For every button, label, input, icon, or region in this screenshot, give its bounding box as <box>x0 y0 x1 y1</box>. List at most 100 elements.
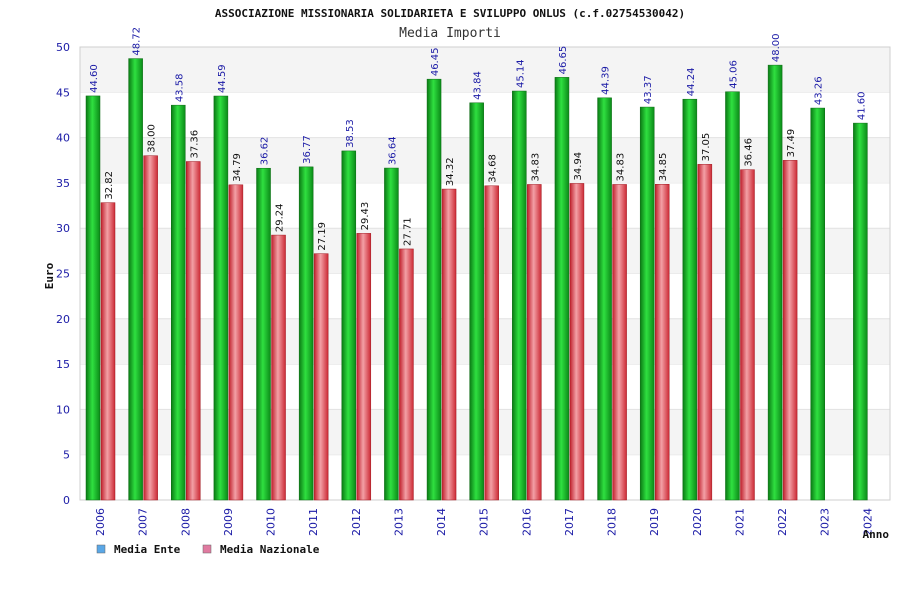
bar-media-nazionale <box>186 161 201 501</box>
bar-media-ente <box>171 104 186 501</box>
data-label-nazionale: 32.82 <box>104 171 115 200</box>
bar-media-ente <box>213 95 229 501</box>
data-label-nazionale: 34.68 <box>488 154 499 183</box>
x-tick-label: 2018 <box>606 508 619 536</box>
data-label-nazionale: 37.36 <box>189 130 200 159</box>
data-label-nazionale: 34.94 <box>573 152 584 181</box>
data-label-nazionale: 34.79 <box>232 153 243 182</box>
data-label-nazionale: 37.05 <box>701 133 712 162</box>
x-tick-label: 2015 <box>478 508 491 536</box>
bar-media-nazionale <box>697 164 713 501</box>
x-tick-label: 2006 <box>94 508 107 536</box>
y-tick-label: 0 <box>63 494 70 507</box>
bar-media-nazionale <box>441 188 457 501</box>
x-tick-label: 2007 <box>137 508 150 536</box>
y-tick-label: 20 <box>56 313 70 326</box>
bar-media-nazionale <box>399 248 414 501</box>
data-label-ente: 36.64 <box>387 136 398 165</box>
x-tick-label: 2014 <box>435 508 448 536</box>
data-label-nazionale: 37.49 <box>786 129 797 158</box>
legend-swatch-naz <box>202 544 212 554</box>
bar-media-nazionale <box>228 184 244 501</box>
data-label-ente: 43.84 <box>473 71 484 100</box>
y-tick-label: 35 <box>56 177 70 190</box>
data-label-nazionale: 34.85 <box>658 153 669 182</box>
x-tick-label: 2016 <box>520 508 533 536</box>
y-tick-label: 15 <box>56 358 70 371</box>
y-tick-label: 30 <box>56 222 70 235</box>
y-axis-label: Euro <box>43 262 56 289</box>
bar-media-nazionale <box>356 233 372 501</box>
bar-media-nazionale <box>740 169 755 501</box>
bar-media-ente <box>256 167 271 501</box>
data-label-nazionale: 38.00 <box>147 124 158 153</box>
data-label-ente: 36.77 <box>302 135 313 164</box>
data-label-ente: 45.06 <box>728 60 739 89</box>
x-tick-label: 2012 <box>350 508 363 536</box>
bar-media-ente <box>810 107 825 501</box>
x-tick-label: 2017 <box>563 508 576 536</box>
bar-media-ente <box>682 98 698 501</box>
bar-media-ente <box>597 97 612 501</box>
x-tick-label: 2024 <box>861 508 874 536</box>
bar-media-ente <box>298 166 314 501</box>
data-label-ente: 43.37 <box>643 75 654 104</box>
bar-media-nazionale <box>143 155 158 501</box>
legend: Media Ente Media Nazionale <box>96 543 320 556</box>
chart-subtitle: Media Importi <box>399 26 501 41</box>
bar-media-nazionale <box>654 184 670 501</box>
data-labels: 44.60 32.82 48.72 38.00 43.58 37.36 44.59 34.79… <box>89 27 867 251</box>
x-tick-label: 2009 <box>222 508 235 536</box>
bar-media-ente <box>767 64 783 501</box>
data-label-ente: 46.65 <box>558 46 569 75</box>
bar-media-ente <box>426 78 442 501</box>
data-label-ente: 38.53 <box>345 119 356 148</box>
y-tick-label: 5 <box>63 449 70 462</box>
bar-media-ente <box>639 106 655 501</box>
data-label-ente: 44.39 <box>601 66 612 95</box>
legend-label-naz: Media Nazionale <box>220 543 320 556</box>
bar-media-nazionale <box>612 184 627 501</box>
x-tick-label: 2010 <box>265 508 278 536</box>
bar-media-nazionale <box>782 160 798 501</box>
data-label-nazionale: 34.83 <box>530 153 541 182</box>
x-tick-label: 2021 <box>733 508 746 536</box>
bar-media-ente <box>512 90 527 501</box>
y-tick-label: 40 <box>56 132 70 145</box>
bar-media-ente <box>128 58 143 501</box>
x-tick-label: 2023 <box>819 508 832 536</box>
data-label-nazionale: 34.83 <box>616 153 627 182</box>
legend-swatch-ente <box>96 544 106 554</box>
x-tick-label: 2019 <box>648 508 661 536</box>
x-tick-label: 2011 <box>307 508 320 536</box>
x-tick-label: 2013 <box>392 508 405 536</box>
bar-media-ente <box>85 95 101 501</box>
data-label-nazionale: 29.43 <box>360 202 371 231</box>
data-label-ente: 43.58 <box>174 74 185 103</box>
bar-media-nazionale <box>527 184 542 501</box>
bar-media-ente <box>469 102 484 501</box>
data-label-nazionale: 27.71 <box>402 217 413 246</box>
data-label-nazionale: 36.46 <box>743 138 754 167</box>
data-label-ente: 46.45 <box>430 48 441 77</box>
data-label-ente: 44.59 <box>217 64 228 93</box>
x-tick-label: 2008 <box>179 508 192 536</box>
bar-media-nazionale <box>569 183 585 501</box>
x-tick-label: 2020 <box>691 508 704 536</box>
bar-media-ente <box>853 122 868 501</box>
bar-media-nazionale <box>271 234 286 501</box>
data-label-nazionale: 29.24 <box>275 203 286 232</box>
x-tick-label: 2022 <box>776 508 789 536</box>
data-label-nazionale: 34.32 <box>445 157 456 186</box>
data-label-ente: 36.62 <box>260 137 271 166</box>
bars <box>85 58 868 501</box>
chart-title: ASSOCIAZIONE MISSIONARIA SOLIDARIETA E S… <box>215 7 685 20</box>
x-axis-label: Anno <box>863 528 890 541</box>
y-axis-ticks: 0 5 10 15 20 25 30 35 40 45 50 <box>56 41 70 507</box>
data-label-ente: 44.24 <box>686 68 697 97</box>
data-label-ente: 48.00 <box>771 33 782 62</box>
data-label-ente: 43.26 <box>814 76 825 105</box>
grid-band <box>80 47 890 93</box>
bar-media-ente <box>341 150 357 501</box>
